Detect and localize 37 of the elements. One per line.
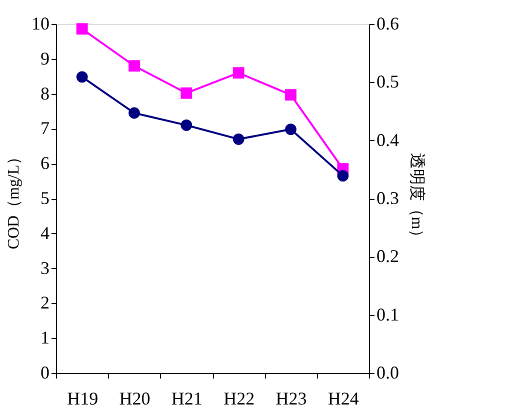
- point: [232, 67, 244, 79]
- point: [337, 170, 349, 182]
- point: [128, 107, 140, 119]
- y-tick-label: 5: [40, 188, 50, 208]
- y-tick-label: 7: [40, 118, 50, 138]
- y2-tick-label: 0.5: [376, 72, 399, 92]
- x-tick-label: H19: [67, 388, 98, 408]
- y-tick-label: 0: [40, 362, 50, 382]
- y-tick-label: 9: [40, 48, 50, 68]
- y-tick-label: 1: [40, 328, 50, 348]
- point: [285, 89, 296, 101]
- point: [232, 133, 244, 145]
- x-tick-label: H23: [276, 388, 307, 408]
- point: [285, 124, 296, 135]
- y2-tick-label: 0.0: [376, 362, 399, 382]
- x-tick-label: H21: [171, 388, 202, 408]
- x-tick-label: H20: [119, 388, 150, 408]
- x-tick-label: H24: [328, 388, 359, 408]
- y-axis-title: COD（mg/L）: [6, 148, 22, 250]
- y-tick-label: 3: [40, 258, 50, 278]
- point: [180, 87, 192, 99]
- y2-tick-label: 0.3: [376, 188, 399, 208]
- y-tick-label: 10: [32, 14, 50, 34]
- point: [180, 120, 192, 131]
- y2-tick-label: 0.2: [376, 246, 399, 266]
- point: [128, 60, 140, 72]
- y2-axis-title: 透明度（m）: [408, 152, 426, 246]
- y-tick-label: 4: [40, 222, 50, 243]
- y2-tick-label: 0.1: [376, 304, 399, 324]
- y-tick-label: 2: [40, 292, 50, 313]
- y-tick-label: 8: [40, 83, 50, 104]
- x-tick-label: H22: [224, 388, 255, 408]
- point: [76, 23, 88, 35]
- y2-tick-label: 0.4: [376, 130, 399, 150]
- y-tick-label: 6: [40, 153, 50, 174]
- y2-tick-label: 0.6: [376, 14, 399, 34]
- point: [76, 71, 88, 83]
